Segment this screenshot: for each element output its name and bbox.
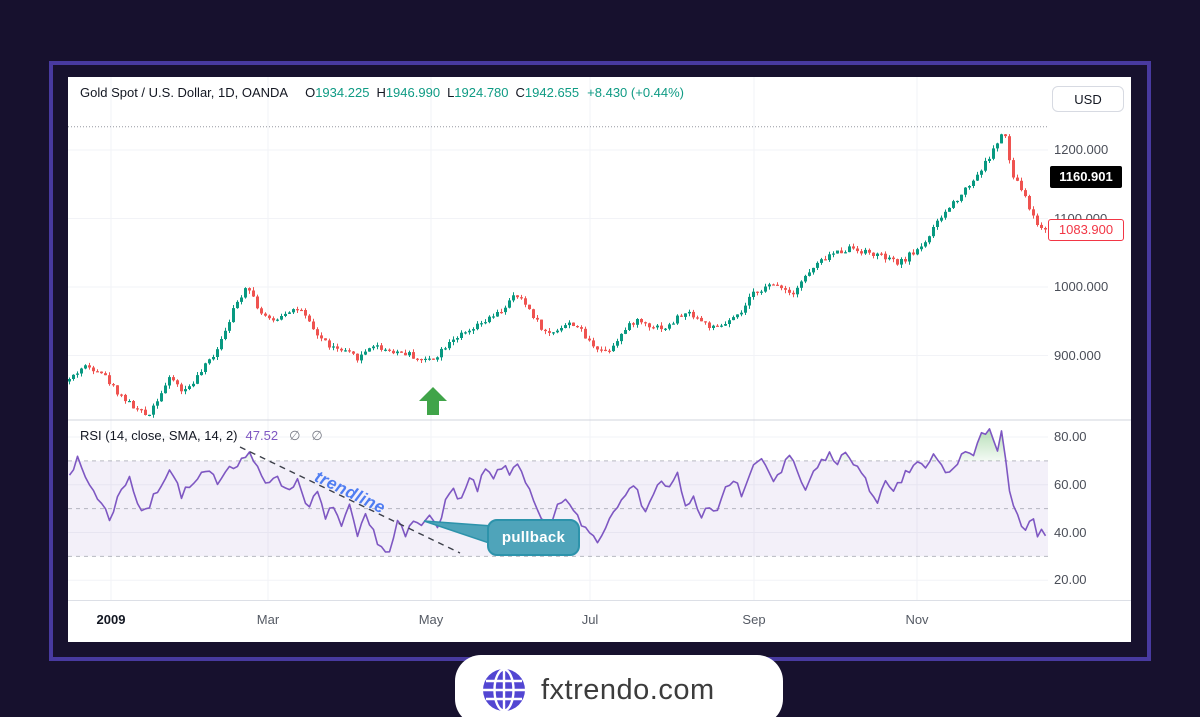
currency-usd-button[interactable]: USD <box>1052 86 1124 112</box>
rsi-overbought-fill <box>839 452 852 461</box>
time-label-Nov: Nov <box>905 612 929 627</box>
chart-surface: 2009 Mar May Jul Sep Nov Gold Spot / U.S. Dol… <box>68 77 1131 642</box>
last-price-badge: 1160.901 <box>1050 165 1122 188</box>
rsi-label-80.00: 80.00 <box>1054 429 1087 444</box>
time-label-May: May <box>418 612 444 627</box>
time-label-Jul: Jul <box>581 612 599 627</box>
fxtrendo-logo: fxtrendo.com <box>455 655 783 717</box>
rsi-overbought-fill <box>958 428 1006 461</box>
rsi-overbought-fill <box>785 455 794 461</box>
ohlc-value: 1946.990 <box>385 85 441 100</box>
rsi-label-20.00: 20.00 <box>1054 572 1087 588</box>
ohlc-value: 1934.225 <box>315 85 370 100</box>
rsi-value: 47.52 <box>245 428 279 443</box>
chart-legend: Gold Spot / U.S. Dollar, 1D, OANDA O1934.… <box>80 85 684 100</box>
ohlc-key: L <box>447 85 455 100</box>
up-arrow-icon[interactable] <box>419 387 447 415</box>
alert-price-label: 1083.900 <box>1048 218 1124 241</box>
price-label-1200.000: 1200.000 <box>1054 142 1109 157</box>
ohlc-value: 1924.780 <box>454 85 509 100</box>
time-label-Sep: Sep <box>742 612 766 627</box>
candlesticks[interactable] <box>68 133 1047 418</box>
time-axis[interactable]: 2009 Mar May Jul Sep Nov <box>68 600 1131 642</box>
ohlc-key: O <box>305 85 316 100</box>
ohlc-values: O1934.225 H1946.990 L1924.780 C1942.655 <box>298 85 579 100</box>
rsi-title: RSI (14, close, SMA, 14, 2) <box>80 428 238 443</box>
rsi-label-40.00: 40.00 <box>1054 524 1087 540</box>
logo-text: fxtrendo.com <box>541 673 715 706</box>
rsi-legend: RSI (14, close, SMA, 14, 2) 47.52 ∅ ∅ <box>80 428 323 444</box>
rsi-line[interactable] <box>68 428 1047 553</box>
ohlc-key: C <box>515 85 525 100</box>
pullback-callout[interactable]: pullback <box>487 519 580 556</box>
trendline-drawing[interactable] <box>239 446 461 554</box>
change-value: +8.430 (+0.44%) <box>587 85 685 100</box>
globe-icon <box>483 668 525 712</box>
ohlc-key: H <box>376 85 386 100</box>
rsi-empty-values: ∅ ∅ <box>278 428 323 444</box>
rsi-label-60.00: 60.00 <box>1054 476 1087 492</box>
ohlc-value: 1942.655 <box>524 85 580 100</box>
price-label-1000.000: 1000.000 <box>1054 279 1109 294</box>
symbol-title: Gold Spot / U.S. Dollar, 1D, OANDA <box>80 85 289 100</box>
time-label-2009: 2009 <box>96 612 126 627</box>
empty-set-symbol: ∅ <box>311 429 323 444</box>
price-label-900.000: 900.000 <box>1054 347 1101 363</box>
time-label-Mar: Mar <box>256 612 280 627</box>
chart-canvas[interactable] <box>68 77 1131 641</box>
empty-set-symbol: ∅ <box>289 429 301 444</box>
